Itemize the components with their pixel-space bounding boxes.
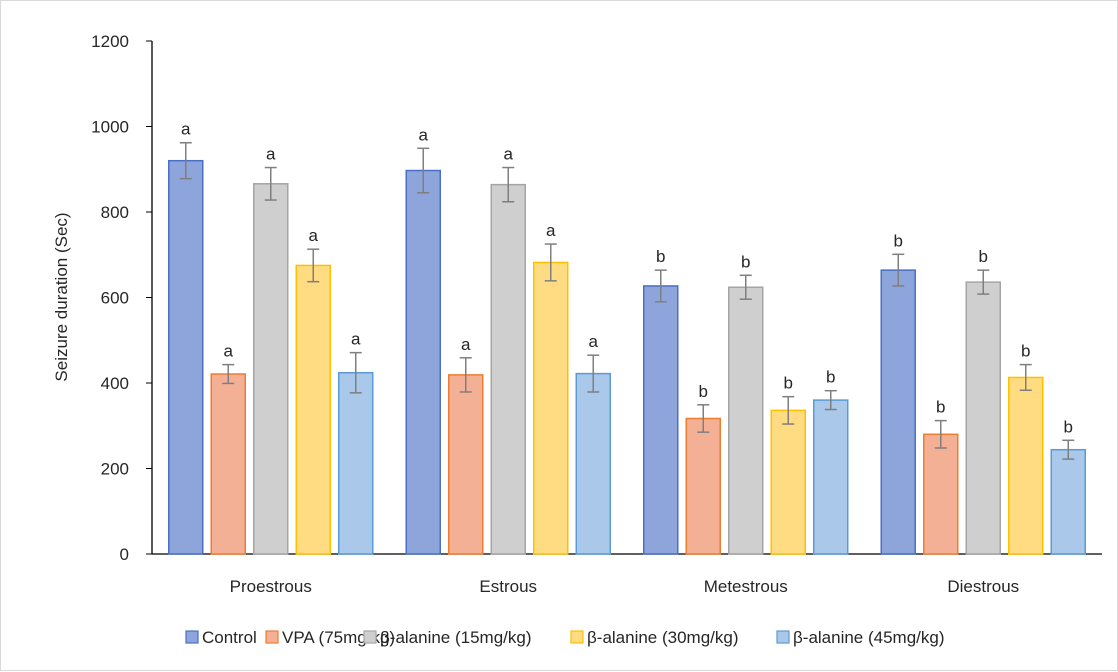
legend-label: β-alanine (15mg/kg): [380, 628, 532, 647]
bar: [1008, 376, 1044, 555]
significance-label: b: [699, 382, 708, 401]
bar: [210, 373, 246, 555]
y-tick-label: 600: [101, 289, 129, 308]
significance-label: b: [784, 374, 793, 393]
significance-label: a: [351, 330, 361, 349]
significance-label: b: [741, 252, 750, 271]
significance-label: a: [309, 226, 319, 245]
bar: [490, 183, 526, 555]
significance-label: a: [504, 145, 514, 164]
category-label: Proestrous: [230, 577, 312, 596]
y-tick-label: 1200: [91, 32, 129, 51]
legend-swatch: [185, 630, 199, 644]
significance-label: a: [181, 120, 191, 139]
y-axis-label: Seizure duration (Sec): [52, 212, 71, 381]
bar: [728, 286, 764, 555]
significance-label: a: [419, 125, 429, 144]
category-label: Metestrous: [704, 577, 788, 596]
y-tick-label: 200: [101, 460, 129, 479]
category-label: Estrous: [479, 577, 537, 596]
bar: [770, 409, 806, 555]
significance-label: b: [979, 247, 988, 266]
significance-label: b: [894, 231, 903, 250]
significance-label: b: [826, 368, 835, 387]
category-labels: Proestrous Estrous Metestrous Diestrous: [230, 577, 1020, 596]
significance-label: a: [461, 335, 471, 354]
bars: a a a a a a a a a a b b b b b b b b b b: [168, 120, 1086, 555]
bar: [295, 264, 331, 555]
legend: Control VPA (75mg/kg)β-alanine (15mg/kg) β…: [185, 628, 945, 647]
significance-label: a: [224, 342, 234, 361]
bar: [923, 433, 959, 555]
significance-label: b: [1064, 417, 1073, 436]
y-tick-label: 400: [101, 374, 129, 393]
legend-label: Control: [202, 628, 257, 647]
bar: [253, 183, 289, 555]
significance-label: a: [266, 145, 276, 164]
legend-label: VPA (75mg/kg): [282, 628, 395, 647]
significance-label: b: [1021, 342, 1030, 361]
bar: [448, 374, 484, 555]
bar: [880, 269, 916, 555]
legend-label: β-alanine (30mg/kg): [587, 628, 739, 647]
legend-swatch: [265, 630, 279, 644]
y-tick-label: 0: [120, 545, 129, 564]
category-label: Diestrous: [947, 577, 1019, 596]
bar: [533, 261, 569, 555]
bar: [575, 372, 611, 555]
y-tick-label: 1000: [91, 118, 129, 137]
legend-swatch: [776, 630, 790, 644]
significance-label: b: [936, 398, 945, 417]
bar: [965, 281, 1001, 555]
significance-label: a: [589, 332, 599, 351]
legend-label: β-alanine (45mg/kg): [793, 628, 945, 647]
legend-swatch: [570, 630, 584, 644]
bar: [1050, 448, 1086, 555]
significance-label: b: [656, 247, 665, 266]
significance-label: a: [546, 221, 556, 240]
bar: [168, 159, 204, 555]
bar: [813, 399, 849, 555]
bar: [643, 285, 679, 555]
bar: [405, 169, 441, 555]
bar: [338, 371, 374, 555]
y-tick-label: 800: [101, 203, 129, 222]
legend-swatch: [363, 630, 377, 644]
bar: [685, 417, 721, 555]
